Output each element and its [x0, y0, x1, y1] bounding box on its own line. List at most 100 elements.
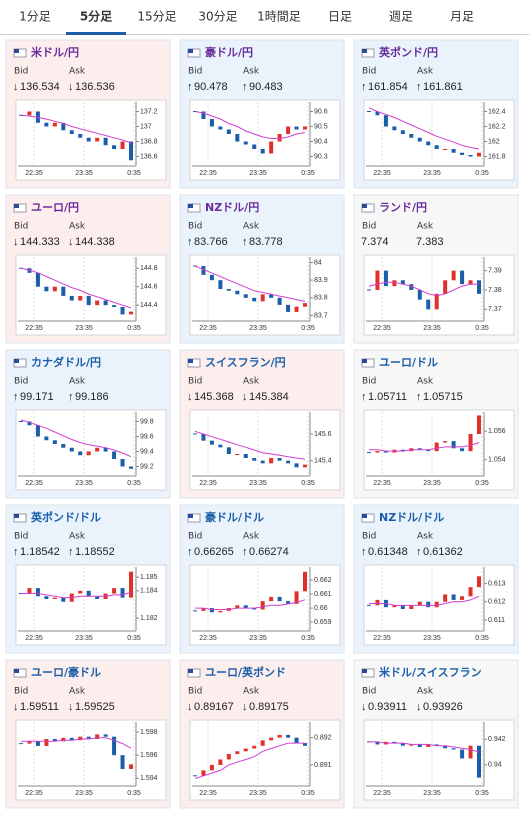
y-tick-label: 0.611	[488, 617, 505, 624]
candle	[235, 751, 240, 754]
y-tick-label: 0.942	[488, 736, 506, 743]
candle	[451, 594, 456, 600]
candle	[451, 270, 456, 281]
chart-frame	[15, 99, 167, 181]
tab[interactable]: 5分足	[80, 9, 112, 24]
chart-frame	[15, 564, 167, 646]
candle	[243, 605, 248, 609]
tab[interactable]: 週足	[389, 10, 413, 24]
candle	[201, 111, 206, 119]
ask-arrow: ↑	[416, 391, 422, 403]
candle	[294, 126, 299, 130]
tab[interactable]: 日足	[328, 10, 352, 24]
x-tick-label: 0:35	[301, 790, 315, 797]
candle	[69, 737, 74, 741]
candle	[252, 458, 257, 461]
candle	[367, 452, 371, 454]
x-tick-label: 23:35	[249, 170, 267, 177]
flag-icon-corner	[14, 204, 19, 208]
candle	[260, 460, 265, 464]
y-tick-label: 136.8	[140, 138, 158, 145]
pair-name: 米ドル/円	[30, 45, 79, 59]
candle	[19, 114, 23, 116]
candle	[129, 311, 133, 315]
y-tick-label: 161.8	[488, 153, 506, 160]
candle	[61, 597, 66, 602]
candle	[86, 137, 91, 142]
chart-frame	[189, 564, 341, 646]
y-tick-label: 145.4	[314, 458, 332, 465]
ask-arrow: ↓	[68, 81, 74, 93]
tab[interactable]: 1分足	[19, 10, 51, 24]
candle	[468, 745, 473, 759]
ask-price: 161.861	[423, 81, 463, 93]
flag-icon-corner	[188, 204, 193, 208]
flag-icon-corner	[14, 514, 19, 518]
candle	[201, 434, 206, 441]
tab[interactable]: 1時間足	[257, 10, 301, 24]
candle	[460, 448, 465, 452]
bid-label: Bid	[362, 532, 376, 542]
moving-average-line	[194, 430, 306, 460]
ask-price: 0.93926	[423, 701, 463, 713]
y-tick-label: 137	[140, 123, 152, 130]
moving-average-line	[20, 267, 132, 309]
candle	[129, 466, 133, 469]
candle	[443, 745, 448, 749]
candle	[52, 739, 57, 742]
x-tick-label: 0:35	[475, 170, 489, 177]
candle	[392, 741, 397, 744]
y-tick-label: 99.6	[140, 433, 154, 440]
candle	[112, 736, 117, 756]
candle	[434, 744, 439, 746]
candle	[468, 280, 473, 285]
candle	[235, 454, 240, 455]
ask-arrow: ↑	[242, 236, 248, 248]
candle	[218, 126, 223, 130]
candle	[269, 737, 274, 741]
moving-average-line	[368, 281, 479, 297]
candle	[434, 442, 439, 452]
y-tick-label: 84	[314, 259, 322, 266]
y-tick-label: 162.4	[488, 108, 506, 115]
candle	[277, 596, 282, 602]
candle	[44, 739, 49, 746]
x-tick-label: 22:35	[25, 790, 43, 797]
bid-price: 90.478	[194, 81, 228, 93]
pair-name: 米ドル/スイスフラン	[378, 665, 482, 679]
ask-label: Ask	[69, 532, 86, 542]
tab[interactable]: 月足	[450, 10, 474, 24]
candle	[303, 571, 307, 592]
bid-arrow: ↑	[187, 546, 193, 558]
candle	[400, 130, 405, 134]
y-tick-label: 1.182	[140, 615, 158, 622]
candle	[193, 775, 197, 777]
candle	[218, 444, 223, 448]
tab[interactable]: 15分足	[137, 10, 176, 24]
candle	[367, 289, 371, 291]
ask-arrow: ↑	[242, 81, 248, 93]
candle	[226, 289, 231, 291]
candle	[460, 749, 465, 759]
x-tick-label: 23:35	[75, 480, 93, 487]
chart-frame	[15, 409, 167, 491]
x-tick-label: 0:35	[127, 790, 141, 797]
candle	[426, 449, 431, 452]
candle	[19, 743, 23, 745]
tab[interactable]: 30分足	[198, 10, 237, 24]
